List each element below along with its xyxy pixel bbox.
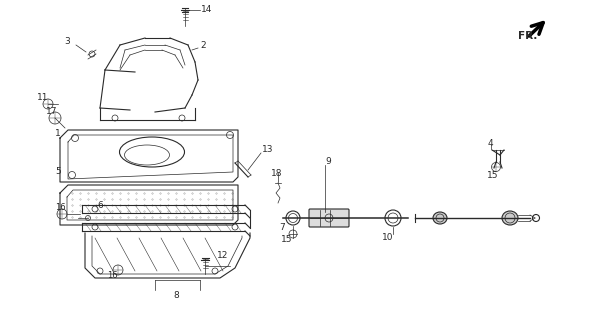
Text: 8: 8 [173, 291, 179, 300]
Text: 1: 1 [55, 129, 61, 138]
Text: 14: 14 [201, 5, 213, 14]
Text: 18: 18 [271, 169, 282, 178]
Text: 15: 15 [487, 171, 498, 180]
Text: 13: 13 [262, 146, 274, 155]
Text: 11: 11 [37, 92, 49, 101]
Text: 16: 16 [107, 271, 118, 281]
Text: 2: 2 [200, 42, 205, 51]
Text: 4: 4 [488, 139, 494, 148]
Text: 5: 5 [55, 167, 61, 177]
Ellipse shape [502, 211, 518, 225]
Text: 15: 15 [281, 236, 292, 244]
Text: 16: 16 [55, 204, 66, 212]
Text: 3: 3 [64, 37, 70, 46]
Text: 10: 10 [382, 234, 394, 243]
Text: 9: 9 [325, 157, 331, 166]
Text: 12: 12 [217, 252, 229, 260]
Text: 17: 17 [46, 108, 57, 116]
Text: FR.: FR. [518, 31, 538, 41]
FancyBboxPatch shape [309, 209, 349, 227]
Ellipse shape [433, 212, 447, 224]
Text: 7: 7 [279, 223, 285, 233]
Text: 6: 6 [97, 201, 103, 210]
